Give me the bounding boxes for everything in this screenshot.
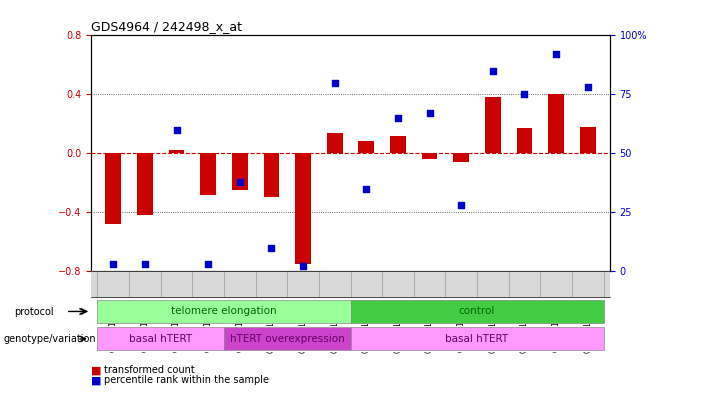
Text: transformed count: transformed count <box>104 365 194 375</box>
Text: basal hTERT: basal hTERT <box>445 334 509 344</box>
Point <box>329 79 340 86</box>
Bar <box>264 153 279 197</box>
Point <box>108 261 119 267</box>
Text: telomere elongation: telomere elongation <box>171 307 277 316</box>
Bar <box>200 153 216 195</box>
Bar <box>97 327 224 351</box>
Bar <box>454 153 469 162</box>
Bar <box>232 153 247 190</box>
Bar <box>580 127 596 153</box>
Point <box>139 261 151 267</box>
Bar <box>97 300 350 323</box>
Text: ■: ■ <box>91 375 102 386</box>
Bar <box>517 128 532 153</box>
Bar <box>350 300 604 323</box>
Point <box>266 244 277 251</box>
Point <box>361 185 372 192</box>
Point <box>297 263 308 270</box>
Bar <box>327 132 343 153</box>
Bar <box>224 327 350 351</box>
Bar <box>169 150 184 153</box>
Point <box>203 261 214 267</box>
Bar <box>137 153 153 215</box>
Text: genotype/variation: genotype/variation <box>4 334 96 344</box>
Bar <box>548 94 564 153</box>
Bar <box>358 141 374 153</box>
Point <box>424 110 435 116</box>
Point <box>550 51 562 57</box>
Point <box>519 91 530 97</box>
Text: GDS4964 / 242498_x_at: GDS4964 / 242498_x_at <box>91 20 242 33</box>
Text: protocol: protocol <box>14 307 54 317</box>
Bar <box>422 153 437 159</box>
Point <box>456 202 467 208</box>
Text: percentile rank within the sample: percentile rank within the sample <box>104 375 268 386</box>
Bar <box>350 327 604 351</box>
Text: hTERT overexpression: hTERT overexpression <box>230 334 345 344</box>
Point <box>582 84 593 90</box>
Bar <box>295 153 311 264</box>
Bar <box>390 136 406 153</box>
Point <box>171 127 182 133</box>
Text: ■: ■ <box>91 365 102 375</box>
Point <box>234 178 245 185</box>
Text: control: control <box>459 307 495 316</box>
Bar <box>485 97 501 153</box>
Bar <box>105 153 121 224</box>
Point <box>487 68 498 74</box>
Point <box>393 115 404 121</box>
Text: basal hTERT: basal hTERT <box>129 334 192 344</box>
